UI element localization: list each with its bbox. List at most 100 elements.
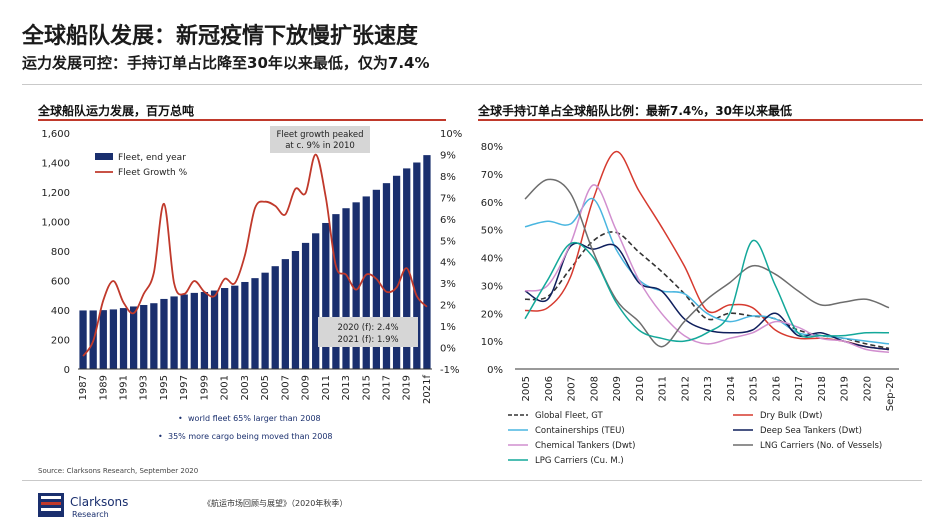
page-title: 全球船队发展：新冠疫情下放慢扩张速度: [22, 24, 419, 49]
fleet-bar: [322, 222, 330, 369]
left-x-tick-label: 2019: [402, 375, 413, 400]
right-chart-x-tick-label: 2017: [794, 376, 805, 401]
right-chart-underline: [478, 119, 923, 121]
right-chart-x-tick-label: 2013: [703, 376, 714, 401]
series-line-2: [524, 197, 890, 345]
left-axis-tick-label: 1,000: [41, 218, 70, 229]
right-chart-x-tick-label: 2010: [635, 376, 646, 401]
fleet-bar: [190, 292, 198, 369]
legend-label: LPG Carriers (Cu. M.): [535, 456, 624, 466]
fleet-growth-line: [82, 153, 428, 357]
fleet-bar: [342, 208, 350, 369]
fleet-bar: [312, 233, 320, 369]
left-x-tick-label: 2003: [240, 375, 251, 400]
clarksons-logo: Clarksons Research: [38, 493, 128, 519]
series-line-3: [524, 242, 890, 351]
footer-divider: [22, 480, 922, 481]
right-chart-y-tick-label: 60%: [481, 198, 503, 209]
right-chart-title: 全球手持订单占全球船队比例：最新7.4%，30年以来最低: [478, 104, 792, 118]
legend-label-growth: Fleet Growth %: [118, 168, 188, 178]
legend-label: Global Fleet, GT: [535, 411, 604, 421]
left-axis-tick-label: 1,200: [41, 188, 70, 199]
fleet-development-chart: 0 200 400 600 800 1,000 1,200 1,400 1,600 -1% 0% 1%…: [41, 126, 462, 441]
legend-label: Containerships (TEU): [535, 426, 625, 436]
right-chart-x-tick-label: 2016: [771, 376, 782, 401]
left-x-tick-label: 2017: [381, 375, 392, 400]
right-axis-tick-label: 7%: [440, 193, 456, 204]
right-axis-tick-label: 9%: [440, 150, 456, 161]
right-chart-x-tick-label: Sep-20: [885, 376, 896, 411]
right-chart-x-tick-label: 2015: [749, 376, 760, 401]
fleet-bar: [271, 266, 279, 369]
left-x-tick-label: 1993: [139, 375, 150, 400]
fleet-bar: [231, 285, 239, 369]
right-chart-x-tick-label: 2005: [521, 376, 532, 401]
legend-label: LNG Carriers (No. of Vessels): [760, 441, 882, 451]
fleet-bar: [210, 290, 219, 369]
right-chart-y-tick-label: 20%: [481, 309, 503, 320]
report-footnote: 《航运市场回顾与展望》（2020年秋季）: [203, 499, 348, 508]
fleet-bar: [99, 310, 107, 369]
logo-name: Clarksons: [70, 495, 128, 509]
legend-label: Chemical Tankers (Dwt): [535, 441, 635, 451]
left-axis-tick-label: 0: [64, 365, 70, 376]
right-chart-x-tick-label: 2020: [862, 376, 873, 401]
left-x-tick-label: 2007: [280, 375, 291, 400]
fleet-bar: [140, 304, 148, 369]
fleet-bar: [301, 242, 310, 369]
fleet-bar: [382, 183, 391, 369]
left-x-tick-label: 2021f: [422, 375, 433, 404]
forecast-annotation-line: 2021 (f): 1.9%: [337, 335, 398, 345]
right-chart-x-tick-label: 2006: [544, 376, 555, 401]
right-chart-y-tick-label: 0%: [487, 365, 503, 376]
fleet-bar: [221, 288, 229, 369]
left-x-tick-label: 1995: [159, 375, 170, 400]
legend-swatch-fleet: [95, 153, 113, 160]
right-chart-x-tick-label: 2014: [726, 376, 737, 401]
header-divider: [22, 84, 922, 85]
left-axis-tick-label: 600: [51, 277, 70, 288]
fleet-bar: [423, 155, 431, 369]
forecast-annotation-box: [318, 317, 418, 347]
fleet-bar: [332, 214, 340, 369]
fleet-bar: [291, 251, 300, 369]
right-axis-tick-label: -1%: [440, 365, 459, 376]
bullet-marker: •: [178, 414, 183, 423]
right-chart-y-tick-label: 80%: [481, 142, 503, 153]
bullet-note: world fleet 65% larger than 2008: [188, 414, 321, 423]
left-x-tick-label: 2009: [301, 375, 312, 400]
bullet-note: 35% more cargo being moved than 2008: [168, 432, 333, 441]
peak-annotation-line: Fleet growth peaked: [276, 130, 363, 140]
right-chart-x-tick-label: 2011: [658, 376, 669, 401]
fleet-bar: [352, 202, 360, 369]
left-x-tick-label: 1989: [98, 375, 109, 400]
left-x-tick-label: 1997: [179, 375, 190, 400]
right-chart-x-tick-label: 2009: [612, 376, 623, 401]
left-x-tick-label: 2001: [220, 375, 231, 400]
fleet-bar: [160, 298, 168, 369]
right-chart-y-tick-label: 50%: [481, 226, 503, 237]
right-chart-x-tick-label: 2012: [680, 376, 691, 401]
left-x-tick-label: 2015: [361, 375, 372, 400]
peak-annotation-box: [270, 126, 370, 153]
left-axis-tick-label: 1,600: [41, 129, 70, 140]
left-axis-tick-label: 200: [51, 336, 70, 347]
left-axis-tick-label: 800: [51, 247, 70, 258]
forecast-annotation-line: 2020 (f): 2.4%: [337, 323, 398, 333]
right-chart-y-tick-label: 30%: [481, 281, 503, 292]
right-chart-y-tick-label: 10%: [481, 337, 503, 348]
right-chart-x-tick-label: 2019: [840, 376, 851, 401]
left-x-tick-label: 2005: [260, 375, 271, 400]
fleet-bar: [129, 306, 138, 369]
legend-label: Deep Sea Tankers (Dwt): [760, 426, 862, 436]
series-line-4: [524, 184, 890, 354]
right-chart-x-tick-label: 2007: [567, 376, 578, 401]
left-x-tick-label: 2011: [321, 375, 332, 400]
right-chart-y-tick-label: 70%: [481, 170, 503, 181]
series-line-5: [524, 178, 890, 348]
legend-label: Dry Bulk (Dwt): [760, 411, 822, 421]
fleet-bar: [79, 310, 87, 369]
right-axis-tick-label: 2%: [440, 301, 456, 312]
fleet-bar: [281, 259, 289, 369]
series-line-6: [524, 239, 890, 343]
